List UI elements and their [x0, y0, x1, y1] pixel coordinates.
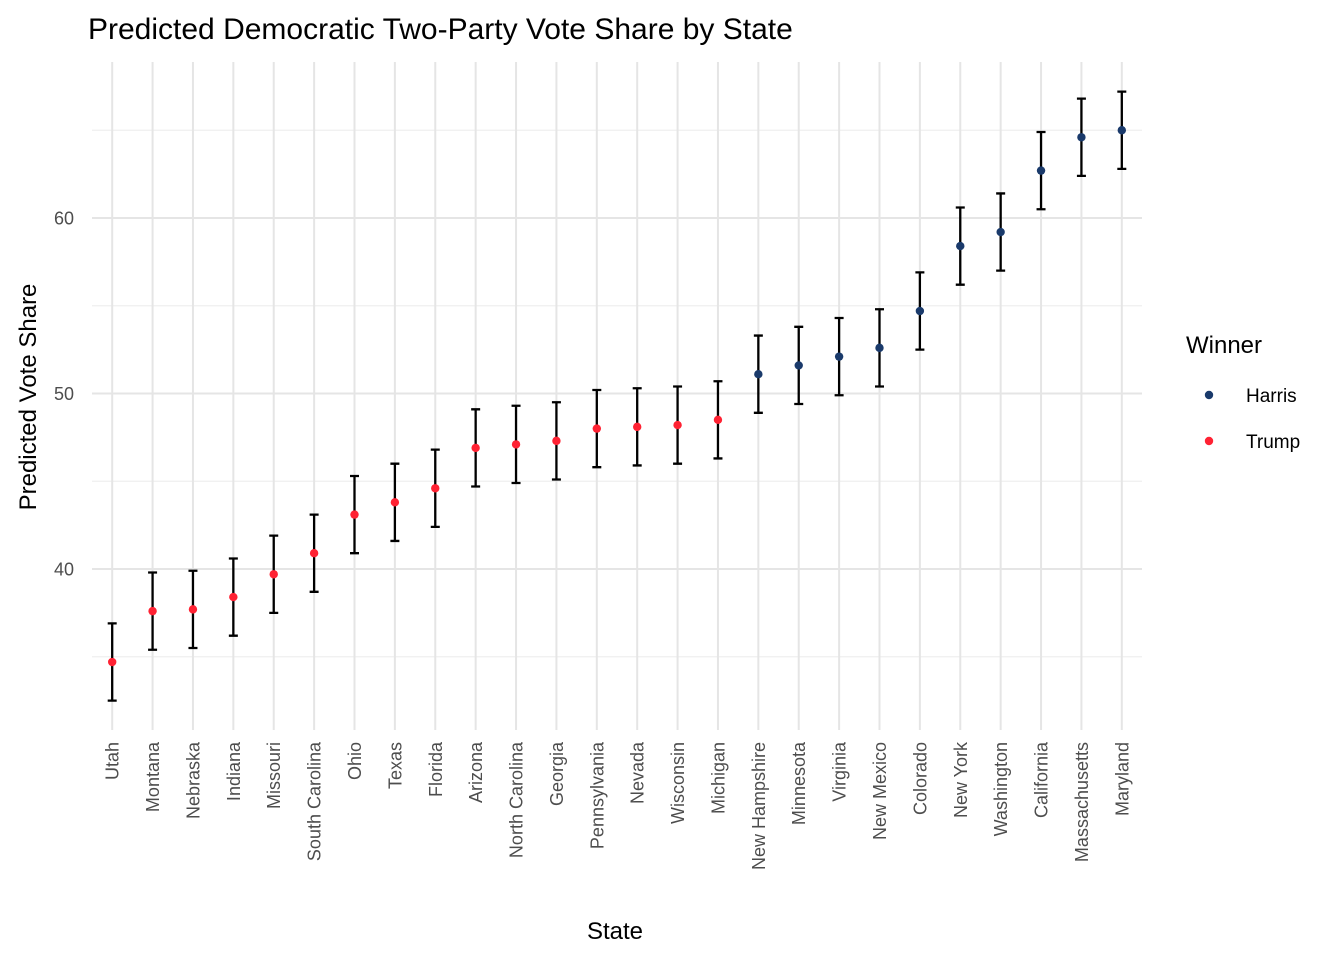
- x-tick-label: Georgia: [547, 741, 567, 806]
- data-point: [309, 549, 319, 558]
- legend-label: Trump: [1246, 432, 1300, 453]
- x-tick-label: Wisconsin: [668, 742, 688, 824]
- x-tick-label: Montana: [143, 741, 163, 812]
- x-tick-label: Indiana: [224, 741, 244, 801]
- data-point: [673, 420, 682, 430]
- grid-major-lines: [92, 62, 1142, 730]
- data-point: [915, 306, 925, 316]
- data-point: [834, 352, 844, 361]
- data-point: [713, 415, 723, 425]
- x-tick-label: New Hampshire: [749, 742, 769, 870]
- legend: Winner Harris Trump: [1186, 332, 1300, 453]
- legend-swatch: [1204, 390, 1214, 400]
- legend-swatch: [1204, 436, 1214, 446]
- data-point: [1036, 166, 1046, 175]
- x-tick-label: California: [1032, 741, 1052, 818]
- x-tick-label: Ohio: [345, 742, 365, 780]
- y-tick-label: 50: [54, 384, 74, 404]
- x-tick-label: South Carolina: [305, 741, 325, 861]
- data-point: [229, 592, 238, 602]
- data-point: [552, 436, 561, 446]
- x-tick-label: Washington: [991, 742, 1011, 836]
- data-point: [511, 440, 521, 449]
- x-tick-label: Michigan: [708, 742, 728, 814]
- x-tick-label: Florida: [426, 741, 446, 797]
- x-tick-label: Maryland: [1112, 742, 1132, 816]
- data-point: [148, 606, 157, 616]
- x-tick-label: Massachusetts: [1072, 742, 1092, 862]
- x-tick-label: Missouri: [264, 742, 284, 809]
- data-point: [592, 424, 602, 433]
- data-point: [632, 422, 642, 432]
- x-tick-label: Nevada: [628, 741, 648, 804]
- data-point: [754, 369, 763, 379]
- data-point: [794, 361, 803, 370]
- x-tick-label: Minnesota: [789, 741, 809, 825]
- y-axis-ticks: 40 50 60: [54, 209, 74, 580]
- y-tick-label: 40: [54, 560, 74, 580]
- legend-entries: Harris Trump: [1204, 386, 1300, 453]
- data-point: [1117, 126, 1127, 135]
- x-tick-label: New Mexico: [870, 742, 890, 840]
- data-point: [1077, 133, 1086, 142]
- x-tick-label: North Carolina: [507, 741, 527, 858]
- x-tick-label: Nebraska: [183, 741, 203, 819]
- x-tick-label: Arizona: [466, 741, 486, 803]
- data-point: [956, 241, 965, 251]
- data-point: [350, 510, 359, 519]
- error-bars: [107, 90, 1127, 702]
- data-point: [431, 484, 440, 493]
- x-tick-label: Utah: [103, 742, 123, 780]
- x-tick-label: Pennsylvania: [587, 741, 607, 849]
- y-axis-title: Predicted Vote Share: [15, 284, 42, 511]
- chart-title: Predicted Democratic Two-Party Vote Shar…: [88, 13, 793, 46]
- legend-label: Harris: [1246, 386, 1297, 407]
- x-tick-label: Virginia: [830, 741, 850, 802]
- x-tick-label: Texas: [385, 742, 405, 789]
- x-tick-label: New York: [951, 741, 971, 818]
- data-point: [996, 227, 1005, 237]
- data-points: [107, 126, 1127, 667]
- data-point: [471, 443, 480, 453]
- x-axis-title: State: [587, 918, 643, 945]
- y-tick-label: 60: [54, 209, 74, 229]
- data-point: [107, 657, 117, 667]
- grid-minor-lines: [92, 129, 1142, 658]
- x-axis-ticks: Utah Montana Nebraska Indiana Missouri South …: [103, 741, 1133, 870]
- data-point: [390, 498, 400, 507]
- legend-title: Winner: [1186, 332, 1262, 359]
- data-point: [188, 605, 198, 614]
- data-point: [875, 343, 884, 353]
- x-tick-label: Colorado: [910, 742, 930, 815]
- data-point: [269, 570, 278, 579]
